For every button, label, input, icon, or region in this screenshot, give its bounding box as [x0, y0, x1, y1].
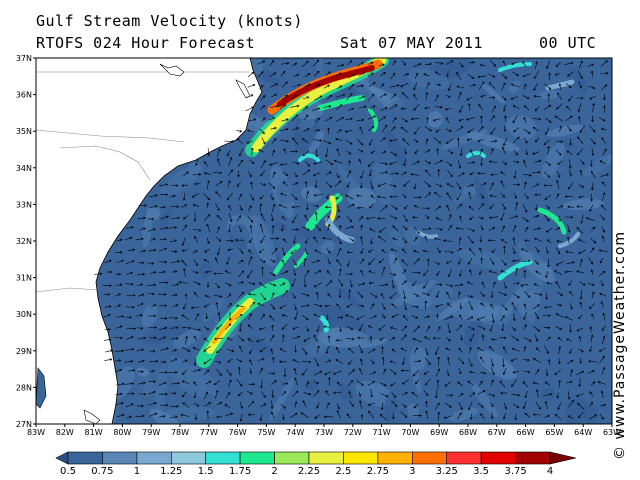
colorbar-bin [411, 451, 447, 465]
lat-label: 29N [16, 347, 32, 356]
lon-label: 78W [171, 428, 189, 437]
forecast-date: Sat 07 MAY 2011 [340, 34, 483, 52]
coastal-islands [83, 63, 251, 424]
colorbar-label: 3.75 [504, 466, 526, 477]
lon-label: 76W [229, 428, 247, 437]
colorbar-label: 4 [547, 466, 553, 477]
copyright-label: © www.PassageWeather.com [612, 230, 628, 460]
colorbar-bin [205, 451, 241, 465]
lon-label: 83W [27, 428, 45, 437]
model-label: RTOFS 024 Hour Forecast [36, 34, 256, 52]
colorbar-label: 1.75 [229, 466, 251, 477]
lon-label: 79W [142, 428, 160, 437]
lon-label: 72W [344, 428, 362, 437]
lat-label: 33N [16, 200, 32, 209]
lat-label: 32N [16, 237, 32, 246]
colorbar-label: 3.5 [473, 466, 489, 477]
colorbar-label: 3.25 [436, 466, 458, 477]
colorbar-bin [377, 451, 413, 465]
lat-label: 31N [16, 274, 32, 283]
lon-label: 65W [545, 428, 563, 437]
lon-label: 67W [488, 428, 506, 437]
colorbar-bin [480, 451, 516, 465]
colorbar-label: 0.75 [91, 466, 113, 477]
colorbar-bin [308, 451, 344, 465]
lon-label: 82W [56, 428, 74, 437]
colorbar-bin [67, 451, 103, 465]
lat-label: 30N [16, 310, 32, 319]
forecast-time: 00 UTC [539, 34, 597, 52]
lon-label: 73W [315, 428, 333, 437]
colorbar-label: 1.25 [160, 466, 182, 477]
lon-label: 64W [574, 428, 592, 437]
colorbar-bin [102, 451, 138, 465]
colorbar-bin [446, 451, 482, 465]
lon-label: 81W [85, 428, 103, 437]
colorbar: 0.5 0.75 1 1.25 1.5 1.75 2 2.25 2.5 2.75 3 3.25 3.5 3… [55, 451, 577, 477]
lon-label: 74W [286, 428, 304, 437]
colorbar-label: 2.25 [298, 466, 320, 477]
lat-label: 34N [16, 164, 32, 173]
current-vectors [94, 59, 610, 422]
lon-label: 69W [430, 428, 448, 437]
lon-label: 77W [200, 428, 218, 437]
lon-label: 75W [257, 428, 275, 437]
colorbar-label: 1 [134, 466, 140, 477]
colorbar-bin [274, 451, 310, 465]
colorbar-bin [239, 451, 275, 465]
lat-label: 36N [16, 91, 32, 100]
colorbar-bin [136, 451, 172, 465]
colorbar-low-arrow [55, 451, 69, 465]
state-borders [36, 71, 250, 293]
vector-arrows [94, 59, 610, 422]
lat-label: 28N [16, 383, 32, 392]
colorbar-label: 0.5 [60, 466, 76, 477]
colorbar-bin [171, 451, 207, 465]
lon-label: 66W [517, 428, 535, 437]
colorbar-label: 2.75 [367, 466, 389, 477]
colorbar-bin [343, 451, 379, 465]
lat-label: 27N [16, 420, 32, 429]
colorbar-label: 2.5 [335, 466, 351, 477]
colorbar-bin [515, 451, 551, 465]
colorbar-label: 1.5 [198, 466, 214, 477]
lon-label: 68W [459, 428, 477, 437]
map-title: Gulf Stream Velocity (knots) [36, 12, 303, 30]
lon-label: 70W [401, 428, 419, 437]
lat-label: 37N [16, 54, 32, 63]
lon-label: 63W [603, 428, 621, 437]
lon-label: 71W [373, 428, 391, 437]
lat-label: 35N [16, 127, 32, 136]
colorbar-label: 3 [409, 466, 415, 477]
latitude-axis: 37N 36N 35N 34N 33N 32N 31N 30N 29N 28N 27N [16, 54, 36, 429]
colorbar-label: 2 [271, 466, 277, 477]
land-mass [36, 58, 263, 424]
colorbar-high-arrow [549, 451, 577, 465]
lon-label: 80W [113, 428, 131, 437]
longitude-axis: 83W 82W 81W 80W 79W 78W 77W 76W 75W 74W 73W 72W 71W 7… [27, 424, 621, 437]
